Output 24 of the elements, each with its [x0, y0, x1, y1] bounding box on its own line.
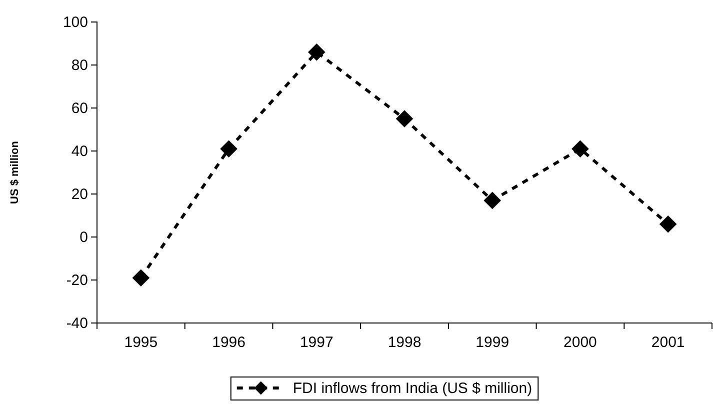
point — [396, 110, 414, 128]
y-tick-label: -40 — [66, 314, 88, 332]
legend-label: FDI inflows from India (US $ million) — [292, 380, 532, 397]
point — [572, 140, 589, 158]
point — [220, 140, 238, 158]
y-tick-label: 100 — [62, 14, 88, 31]
y-tick-label: -20 — [66, 272, 88, 289]
point — [308, 43, 326, 61]
x-tick-label: 2000 — [564, 334, 597, 351]
x-tick-label: 1999 — [476, 334, 510, 351]
x-tick-label: 1995 — [124, 334, 158, 351]
x-tick-label: 1997 — [300, 334, 334, 351]
point — [659, 215, 677, 233]
x-tick-label: 1996 — [212, 334, 246, 351]
y-axis-title: US $ million — [9, 140, 21, 204]
point — [132, 269, 150, 287]
x-tick-label: 2001 — [651, 334, 685, 351]
y-tick-label: 40 — [71, 142, 88, 160]
y-tick-label: 80 — [71, 56, 88, 74]
x-tick-label: 1998 — [388, 334, 422, 351]
point — [484, 192, 502, 210]
y-tick-label: 60 — [71, 100, 88, 117]
y-tick-label: 0 — [80, 228, 88, 246]
y-tick-label: 20 — [71, 186, 88, 203]
